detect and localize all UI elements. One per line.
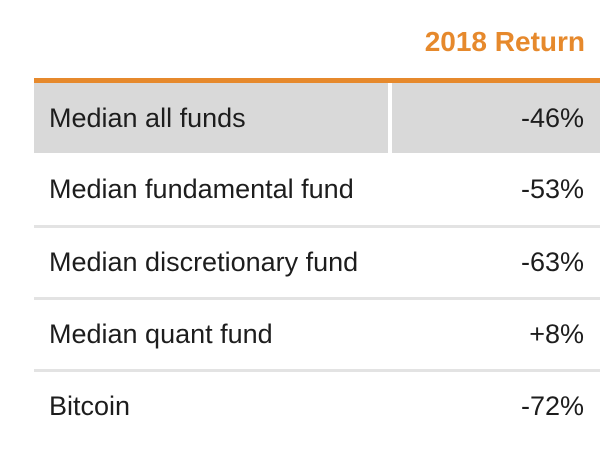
row-value: -53% [520,173,584,204]
row-value: +8% [529,319,584,349]
column-divider [388,83,392,153]
row-label: Median all funds [49,102,246,133]
row-value: -46% [520,102,584,133]
table-row: Median all funds -46% [34,83,600,153]
table-row: Median discretionary fund -63% [34,225,600,297]
row-value: -72% [520,391,584,421]
returns-table: Median all funds -46% Median fundamental… [34,78,600,441]
column-header-2018-return: 2018 Return [424,26,585,57]
row-label: Bitcoin [49,391,131,421]
row-label: Median discretionary fund [49,247,359,277]
table-row: Median fundamental fund -53% [34,153,600,225]
table-row: Bitcoin -72% [34,369,600,441]
row-value: -63% [520,247,584,277]
row-label: Median quant fund [49,319,273,349]
row-label: Median fundamental fund [49,173,354,204]
table-row: Median quant fund +8% [34,297,600,369]
